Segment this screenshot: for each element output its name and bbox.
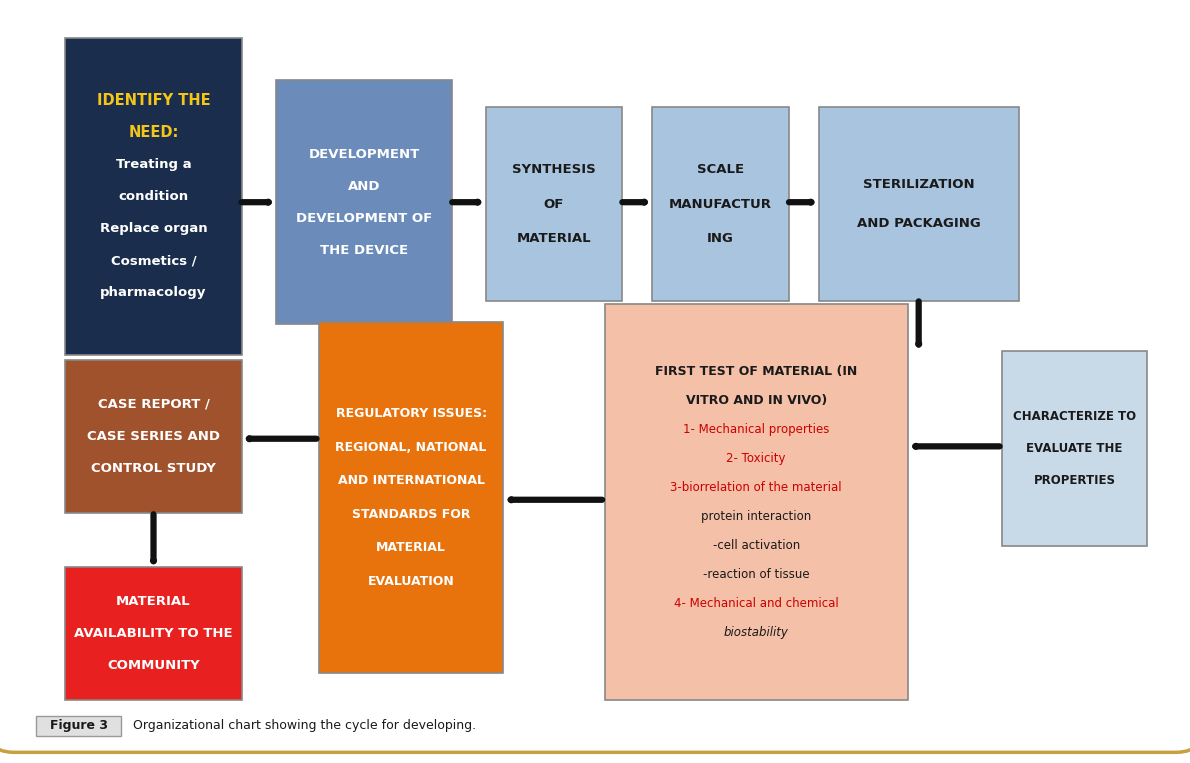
Text: pharmacology: pharmacology [100, 286, 207, 299]
FancyBboxPatch shape [1002, 351, 1147, 546]
FancyBboxPatch shape [486, 107, 622, 301]
Text: condition: condition [119, 190, 188, 203]
Text: REGULATORY ISSUES:: REGULATORY ISSUES: [336, 407, 487, 420]
Text: STANDARDS FOR: STANDARDS FOR [352, 507, 470, 521]
FancyBboxPatch shape [65, 360, 242, 513]
Text: biostability: biostability [724, 626, 789, 639]
Text: IDENTIFY THE: IDENTIFY THE [96, 93, 211, 108]
Text: 3-biorrelation of the material: 3-biorrelation of the material [670, 481, 843, 494]
Text: VITRO AND IN VIVO): VITRO AND IN VIVO) [685, 394, 827, 407]
Text: MATERIAL: MATERIAL [516, 232, 591, 245]
Text: THE DEVICE: THE DEVICE [320, 243, 408, 257]
Text: SCALE: SCALE [697, 163, 744, 176]
Text: AND INTERNATIONAL: AND INTERNATIONAL [338, 474, 484, 488]
Text: DEVELOPMENT: DEVELOPMENT [308, 147, 420, 161]
Text: 1- Mechanical properties: 1- Mechanical properties [683, 423, 829, 436]
Text: MANUFACTUR: MANUFACTUR [669, 198, 772, 211]
Text: COMMUNITY: COMMUNITY [107, 659, 200, 672]
Text: MATERIAL: MATERIAL [376, 541, 446, 555]
Text: DEVELOPMENT OF: DEVELOPMENT OF [296, 211, 432, 225]
Text: PROPERTIES: PROPERTIES [1034, 474, 1115, 487]
Text: Treating a: Treating a [115, 158, 192, 171]
FancyBboxPatch shape [319, 322, 503, 673]
Text: REGIONAL, NATIONAL: REGIONAL, NATIONAL [336, 440, 487, 454]
Text: Cosmetics /: Cosmetics / [111, 254, 196, 267]
Text: MATERIAL: MATERIAL [117, 595, 190, 608]
FancyBboxPatch shape [65, 567, 242, 700]
Text: AND PACKAGING: AND PACKAGING [857, 217, 981, 230]
Text: -cell activation: -cell activation [713, 539, 800, 552]
FancyBboxPatch shape [652, 107, 789, 301]
Text: OF: OF [544, 198, 564, 211]
Text: CASE REPORT /: CASE REPORT / [98, 398, 209, 411]
Text: STERILIZATION: STERILIZATION [863, 178, 975, 191]
Text: protein interaction: protein interaction [701, 510, 812, 523]
FancyBboxPatch shape [605, 304, 908, 700]
Text: FIRST TEST OF MATERIAL (IN: FIRST TEST OF MATERIAL (IN [656, 365, 857, 378]
Text: NEED:: NEED: [129, 125, 178, 140]
Text: 2- Toxicity: 2- Toxicity [726, 452, 785, 465]
Text: 4- Mechanical and chemical: 4- Mechanical and chemical [674, 597, 839, 610]
Text: Organizational chart showing the cycle for developing.: Organizational chart showing the cycle f… [121, 719, 476, 732]
Text: CHARACTERIZE TO: CHARACTERIZE TO [1013, 410, 1136, 423]
Text: ING: ING [707, 232, 734, 245]
FancyBboxPatch shape [819, 107, 1019, 301]
Text: -reaction of tissue: -reaction of tissue [703, 568, 809, 581]
Text: CONTROL STUDY: CONTROL STUDY [92, 462, 215, 475]
Text: Replace organ: Replace organ [100, 222, 207, 235]
Text: Figure 3: Figure 3 [50, 719, 107, 732]
FancyBboxPatch shape [36, 716, 121, 736]
FancyBboxPatch shape [65, 38, 242, 355]
FancyBboxPatch shape [276, 80, 452, 324]
Text: EVALUATE THE: EVALUATE THE [1027, 442, 1122, 455]
Text: AVAILABILITY TO THE: AVAILABILITY TO THE [74, 627, 233, 640]
Text: AND: AND [347, 179, 381, 193]
Text: CASE SERIES AND: CASE SERIES AND [87, 430, 220, 443]
Text: EVALUATION: EVALUATION [368, 575, 455, 588]
Text: SYNTHESIS: SYNTHESIS [512, 163, 596, 176]
